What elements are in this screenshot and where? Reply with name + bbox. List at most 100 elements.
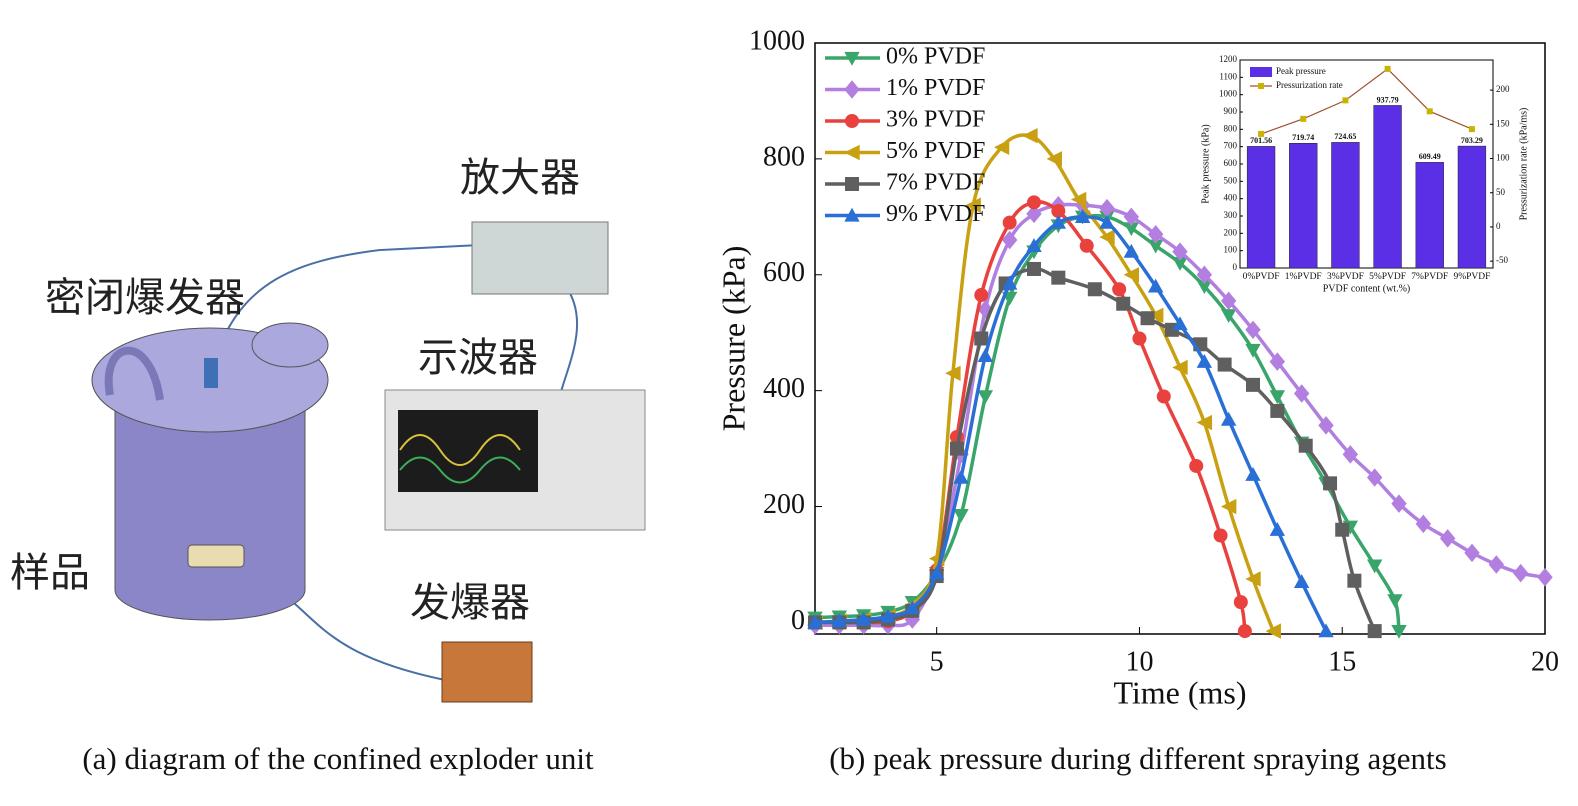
marker xyxy=(1366,468,1383,487)
bar xyxy=(1457,145,1487,269)
marker xyxy=(1123,207,1140,227)
legend-label: 5% PVDF xyxy=(886,138,985,164)
marker xyxy=(1027,261,1041,276)
rate-marker xyxy=(1384,65,1391,72)
y-tick-label: 0 xyxy=(1233,262,1238,272)
marker xyxy=(1070,191,1087,208)
y-tick-label: 1100 xyxy=(1219,71,1237,81)
x-tick-label: 1%PVDF xyxy=(1285,272,1322,282)
label: 样品 xyxy=(10,550,90,596)
marker xyxy=(1132,331,1147,346)
marker xyxy=(977,300,994,319)
marker xyxy=(1464,543,1480,563)
marker xyxy=(949,441,964,456)
marker xyxy=(965,197,981,213)
marker xyxy=(1488,555,1505,574)
legend-label: 7% PVDF xyxy=(886,170,985,196)
marker xyxy=(904,600,921,615)
marker xyxy=(1366,559,1383,574)
marker xyxy=(1293,574,1310,589)
marker xyxy=(1220,411,1237,426)
oscilloscope-screen xyxy=(398,410,538,492)
marker xyxy=(844,207,860,222)
y2-tick-label: 0 xyxy=(1496,221,1501,231)
y-axis-label: Peak pressure (kPa) xyxy=(1200,124,1211,203)
marker xyxy=(1233,595,1248,610)
label: 示波器 xyxy=(418,335,538,381)
y-tick-label: 900 xyxy=(1224,106,1238,116)
bar-value-label: 937.79 xyxy=(1377,95,1399,104)
marker xyxy=(945,365,961,381)
handle-cup xyxy=(251,322,329,368)
caption: (b) peak pressure during different spray… xyxy=(829,741,1447,776)
y-tick-label: 600 xyxy=(1224,158,1238,168)
plot-frame xyxy=(814,42,1546,635)
marker xyxy=(1318,416,1334,435)
caption: (a) diagram of the confined exploder uni… xyxy=(82,741,594,776)
x-tick-label: 20 xyxy=(1531,646,1559,677)
bar xyxy=(1289,142,1318,269)
marker xyxy=(1246,377,1260,392)
marker xyxy=(977,348,994,363)
marker xyxy=(1196,280,1213,295)
marker xyxy=(1512,563,1529,583)
bar-value-label: 724.65 xyxy=(1334,132,1356,141)
marker xyxy=(1265,623,1281,639)
marker xyxy=(1172,359,1188,376)
marker xyxy=(1099,198,1115,218)
marker xyxy=(1347,573,1362,588)
marker xyxy=(1026,238,1042,252)
bar-value-label: 703.29 xyxy=(1461,136,1483,145)
y-tick-label: 500 xyxy=(1224,175,1238,185)
marker xyxy=(844,80,860,99)
marker xyxy=(1172,316,1188,331)
marker xyxy=(1147,307,1164,324)
marker xyxy=(1245,320,1261,340)
y-tick-label: 400 xyxy=(763,373,805,404)
marker xyxy=(977,390,994,405)
y-tick-label: 1000 xyxy=(749,25,805,56)
marker xyxy=(1189,458,1204,473)
marker xyxy=(1147,239,1164,254)
x-tick-label: 3%PVDF xyxy=(1327,272,1364,282)
marker xyxy=(1123,267,1140,283)
amplifier-box xyxy=(471,221,609,295)
marker xyxy=(1172,257,1188,271)
y-tick-label: 0 xyxy=(791,605,805,636)
marker xyxy=(1245,466,1261,481)
marker xyxy=(1439,529,1456,548)
marker xyxy=(1099,229,1115,245)
marker xyxy=(1391,624,1407,639)
bar xyxy=(1415,162,1444,269)
y2-tick-label: 100 xyxy=(1496,153,1510,163)
legend-label: 9% PVDF xyxy=(886,201,985,227)
y-tick-label: 200 xyxy=(1224,227,1238,237)
x-tick-label: 5%PVDF xyxy=(1369,272,1406,282)
x-tick-label: 0%PVDF xyxy=(1243,272,1280,282)
marker xyxy=(1237,624,1252,639)
marker xyxy=(1269,352,1286,371)
detonator-box xyxy=(441,641,533,703)
marker xyxy=(993,139,1010,155)
marker xyxy=(1415,514,1432,534)
marker xyxy=(844,51,860,66)
marker xyxy=(1269,522,1286,536)
legend-marker xyxy=(1258,83,1264,89)
legend-swatch xyxy=(1250,67,1272,77)
y-tick-label: 800 xyxy=(763,141,805,172)
x-tick-label: 9%PVDF xyxy=(1453,272,1490,282)
marker xyxy=(1220,309,1237,324)
marker xyxy=(845,114,859,128)
marker xyxy=(1087,282,1102,297)
y-tick-label: 600 xyxy=(763,257,805,288)
series-line xyxy=(815,267,1377,632)
marker xyxy=(1027,195,1041,210)
marker xyxy=(1099,214,1115,229)
legend-label: 1% PVDF xyxy=(886,75,985,101)
marker xyxy=(1335,522,1350,537)
y-tick-label: 300 xyxy=(1224,210,1238,220)
y-tick-label: 400 xyxy=(1224,193,1238,203)
marker xyxy=(1001,275,1018,290)
marker xyxy=(1220,291,1237,311)
diagram: 放大器 密闭爆发器 示波器 样品 发爆器 (a) diagram of the … xyxy=(10,155,646,776)
